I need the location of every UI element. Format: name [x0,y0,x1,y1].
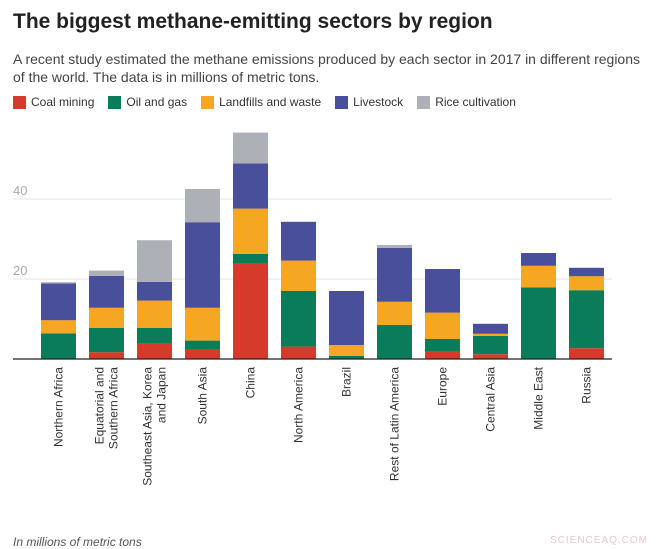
legend-item: Oil and gas [108,95,187,109]
x-tick-label: South Asia [196,367,210,425]
bar-segment [137,281,172,301]
bar-segment [233,163,268,209]
legend-item: Landfills and waste [201,95,321,109]
x-tick-label: Southeast Asia, Koreaand Japan [141,367,169,486]
y-tick-label: 20 [13,263,27,278]
bar-segment [137,240,172,282]
bar-segment [473,323,508,334]
legend-swatch [335,95,349,109]
bar-segment [89,327,124,353]
bar-segment [569,276,604,291]
bar-segment [281,291,316,347]
legend-item: Coal mining [13,95,94,109]
bar-segment [377,247,412,302]
legend-label: Oil and gas [126,95,188,109]
x-tick-label: Central Asia [484,367,498,432]
bar-segment [377,301,412,325]
x-tick-label: Middle East [532,366,546,429]
bar-segment [233,263,268,359]
bar-segment [41,320,76,334]
bar-segment [473,354,508,359]
watermark: SCIENCEAQ.COM [549,535,648,546]
bar-segment [281,221,316,261]
bar-segment [185,307,220,341]
x-tick-label: Equatorial andSouthern Africa [93,367,121,449]
bar-segment [233,132,268,164]
legend-label: Rice cultivation [435,95,516,109]
legend-label: Coal mining [31,95,95,109]
bar-segment [137,327,172,344]
bar-segment [89,352,124,359]
legend-label: Livestock [353,95,404,109]
bar-segment [521,287,556,359]
chart-title: The biggest methane-emitting sectors by … [13,10,493,33]
chart-subtitle: A recent study estimated the methane emi… [13,51,640,85]
legend-item: Livestock [335,95,403,109]
bar-segment [233,208,268,254]
legend-swatch [417,95,431,109]
legend-item: Rice cultivation [417,95,516,109]
bar-segment [89,275,124,308]
bar-segment [425,269,460,313]
x-tick-label: Northern Africa [52,367,66,447]
legend: Coal mining Oil and gas Landfills and wast… [13,95,516,109]
bar-segment [329,291,364,345]
bar-segment [569,267,604,277]
bar-segment [185,222,220,308]
bar-segment [473,335,508,355]
x-tick-label: Rest of Latin America [388,367,402,481]
bar-segment [425,312,460,339]
bar-segment [329,355,364,359]
legend-swatch [201,95,215,109]
bar-segment [41,283,76,321]
bar-segment [185,189,220,223]
bar-segment [185,340,220,349]
bar-segment [185,349,220,359]
x-tick-label: North America [292,367,306,443]
bar-segment [281,346,316,359]
bar-segment [569,348,604,359]
bar-segment [569,290,604,349]
x-tick-label: Europe [436,367,450,406]
bar-segment [329,345,364,356]
bar-segment [377,325,412,359]
bar-segment [137,343,172,359]
bar-segment [473,333,508,336]
bar-segment [137,300,172,328]
bar-segment [425,339,460,351]
legend-swatch [108,95,122,109]
footnote: In millions of metric tons [13,535,142,549]
x-tick-label: China [244,367,258,399]
bar-segment [425,351,460,359]
bar-segment [41,282,76,284]
bar-segment [521,265,556,288]
bar-segment [41,333,76,359]
x-tick-label: Brazil [340,367,354,397]
legend-swatch [13,95,26,109]
bar-segment [89,307,124,328]
legend-label: Landfills and waste [219,95,322,109]
x-tick-label: Russia [580,367,594,404]
bar-segment [281,260,316,291]
y-tick-label: 40 [13,183,27,198]
bar-segment [521,253,556,266]
bar-segment [89,270,124,276]
bar-segment [233,253,268,263]
bar-segment [377,245,412,248]
